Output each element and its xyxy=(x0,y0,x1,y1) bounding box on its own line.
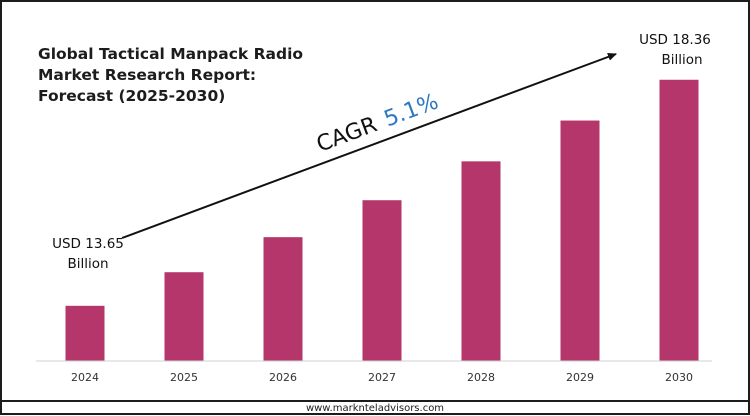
chart-title-line-2: Market Research Report: xyxy=(38,66,257,84)
start-value-label: USD 13.65 xyxy=(52,236,124,252)
chart-title-line-3: Forecast (2025-2030) xyxy=(38,87,226,105)
x-tick-2027: 2027 xyxy=(368,371,396,384)
bar-2027 xyxy=(362,200,402,361)
cagr-label: CAGR xyxy=(313,112,380,157)
footer-website: www.marknteladvisors.com xyxy=(0,400,750,415)
bar-2024 xyxy=(65,305,105,361)
bar-chart: 2024 2025 2026 2027 2028 2029 2030 USD 13.65 B… xyxy=(36,32,712,384)
chart-title-line-1: Global Tactical Manpack Radio xyxy=(38,45,304,63)
bar-2029 xyxy=(560,120,600,361)
end-value-label: USD 18.36 xyxy=(639,32,711,48)
x-tick-2026: 2026 xyxy=(269,371,297,384)
x-tick-2024: 2024 xyxy=(71,371,99,384)
x-tick-2029: 2029 xyxy=(566,371,594,384)
x-tick-2030: 2030 xyxy=(665,371,693,384)
chart-title: Global Tactical Manpack Radio Market Res… xyxy=(38,44,303,107)
x-tick-2028: 2028 xyxy=(467,371,495,384)
start-unit-label: Billion xyxy=(67,256,108,272)
bar-2025 xyxy=(164,272,204,361)
bar-2028 xyxy=(461,161,501,361)
cagr-value: 5.1% xyxy=(381,89,442,132)
x-tick-2025: 2025 xyxy=(170,371,198,384)
end-unit-label: Billion xyxy=(661,52,702,68)
trend-arrow xyxy=(121,53,617,239)
bar-2030 xyxy=(659,79,699,362)
cagr-annotation: CAGR 5.1% xyxy=(313,89,442,157)
bar-2026 xyxy=(263,237,303,361)
bar-series xyxy=(65,79,699,362)
x-axis-ticks: 2024 2025 2026 2027 2028 2029 2030 xyxy=(71,371,693,384)
